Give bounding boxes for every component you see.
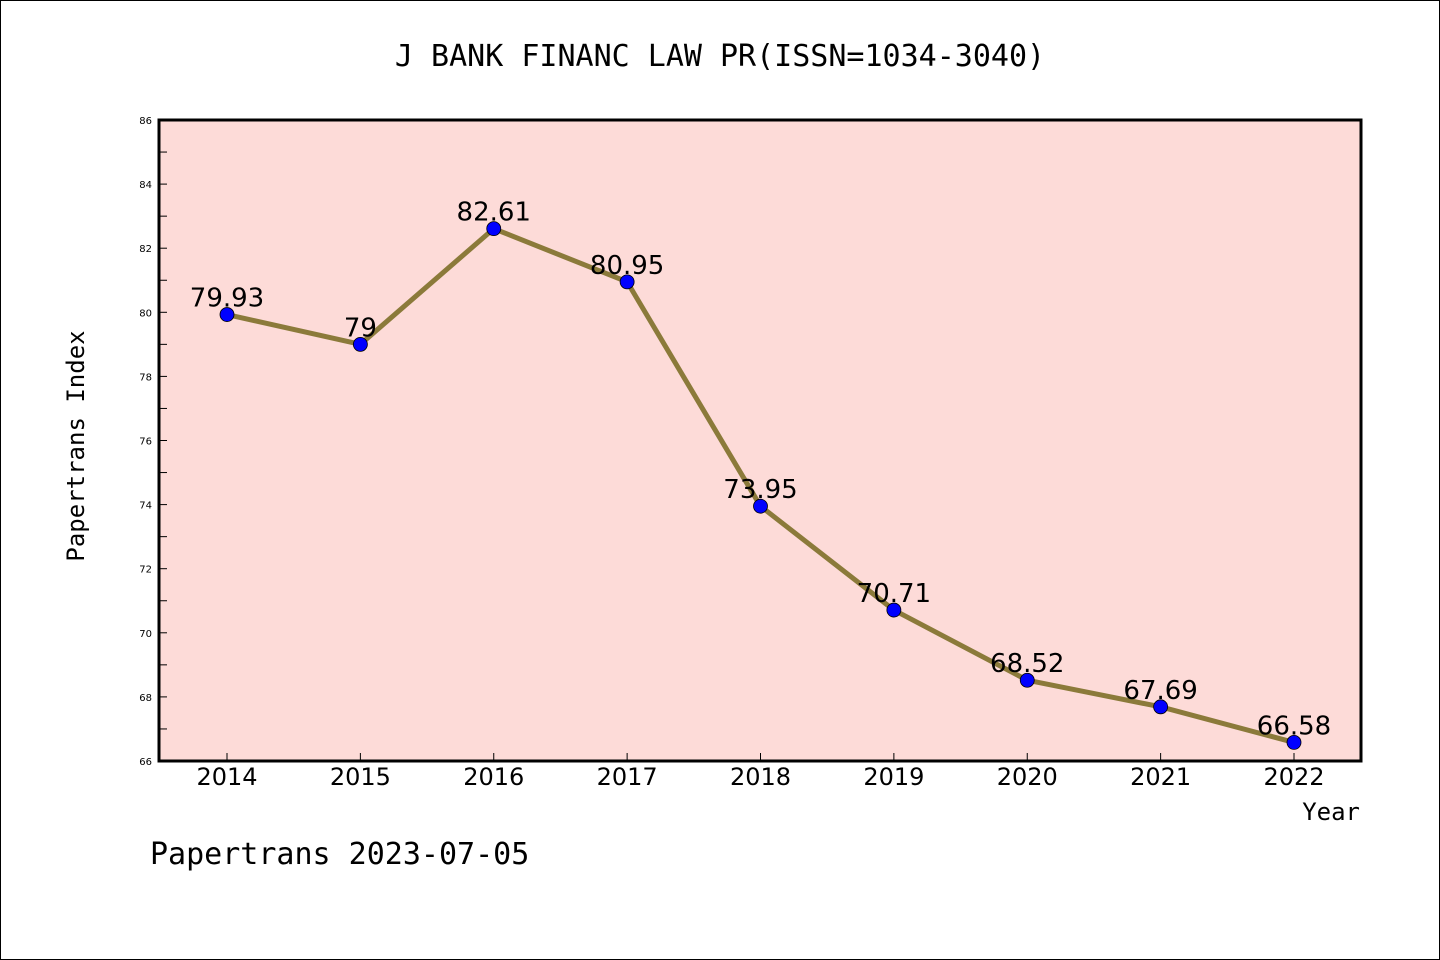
plot-border xyxy=(157,118,1363,763)
data-point xyxy=(1286,735,1302,750)
x-tick-label: 2020 xyxy=(997,763,1058,791)
data-point xyxy=(1153,699,1169,715)
x-tick-label: 2016 xyxy=(463,763,524,791)
data-label: 82.61 xyxy=(457,198,531,228)
data-point xyxy=(753,498,768,514)
y-axis-label: Papertrans Index xyxy=(62,330,90,561)
data-labels: 79.93 79 82.61 80.95 73.95 70.71 68.52 67.69 66.… xyxy=(190,198,1331,742)
y-tick-label: 76 xyxy=(139,437,152,448)
x-tick-label: 2017 xyxy=(597,763,658,791)
y-tick-label: 68 xyxy=(139,693,152,704)
data-label: 67.69 xyxy=(1123,676,1197,706)
x-tick-label: 2022 xyxy=(1263,763,1324,791)
data-label: 79.93 xyxy=(190,284,264,314)
data-point xyxy=(1019,672,1035,688)
data-point xyxy=(219,307,235,322)
x-tick-label: 2021 xyxy=(1130,763,1191,791)
y-tick-label: 84 xyxy=(139,180,152,191)
data-label: 80.95 xyxy=(590,251,664,281)
y-axis: 66 68 70 72 74 76 78 80 82 84 86 xyxy=(139,116,167,768)
data-point xyxy=(886,602,902,618)
data-label: 68.52 xyxy=(990,649,1064,679)
x-axis: 2014 2015 2016 2017 2018 2019 2020 2021 2022 xyxy=(196,753,1325,791)
x-tick-label: 2015 xyxy=(330,763,391,791)
y-tick-label: 78 xyxy=(139,372,152,383)
data-label: 66.58 xyxy=(1257,711,1331,741)
x-tick-label: 2019 xyxy=(863,763,924,791)
chart-title: J BANK FINANC LAW PR(ISSN=1034-3040) xyxy=(395,39,1045,74)
plot-area xyxy=(159,120,1361,761)
x-tick-label: 2018 xyxy=(730,763,791,791)
y-tick-label: 74 xyxy=(139,501,152,512)
y-tick-label: 86 xyxy=(139,116,152,127)
data-point xyxy=(486,221,502,237)
footer-credit: Papertrans 2023-07-05 xyxy=(150,837,529,872)
y-tick-label: 66 xyxy=(139,757,152,768)
y-tick-label: 80 xyxy=(139,308,152,319)
x-axis-label: Year xyxy=(1302,798,1360,826)
y-tick-label: 72 xyxy=(139,565,152,576)
y-tick-label: 82 xyxy=(139,244,152,255)
x-tick-label: 2014 xyxy=(196,763,257,791)
series-markers xyxy=(219,221,1302,750)
data-label: 70.71 xyxy=(857,579,931,609)
data-label: 73.95 xyxy=(723,475,797,505)
data-point xyxy=(619,274,635,290)
data-point xyxy=(352,336,368,352)
data-label: 79 xyxy=(344,313,377,343)
y-tick-label: 70 xyxy=(139,629,152,640)
